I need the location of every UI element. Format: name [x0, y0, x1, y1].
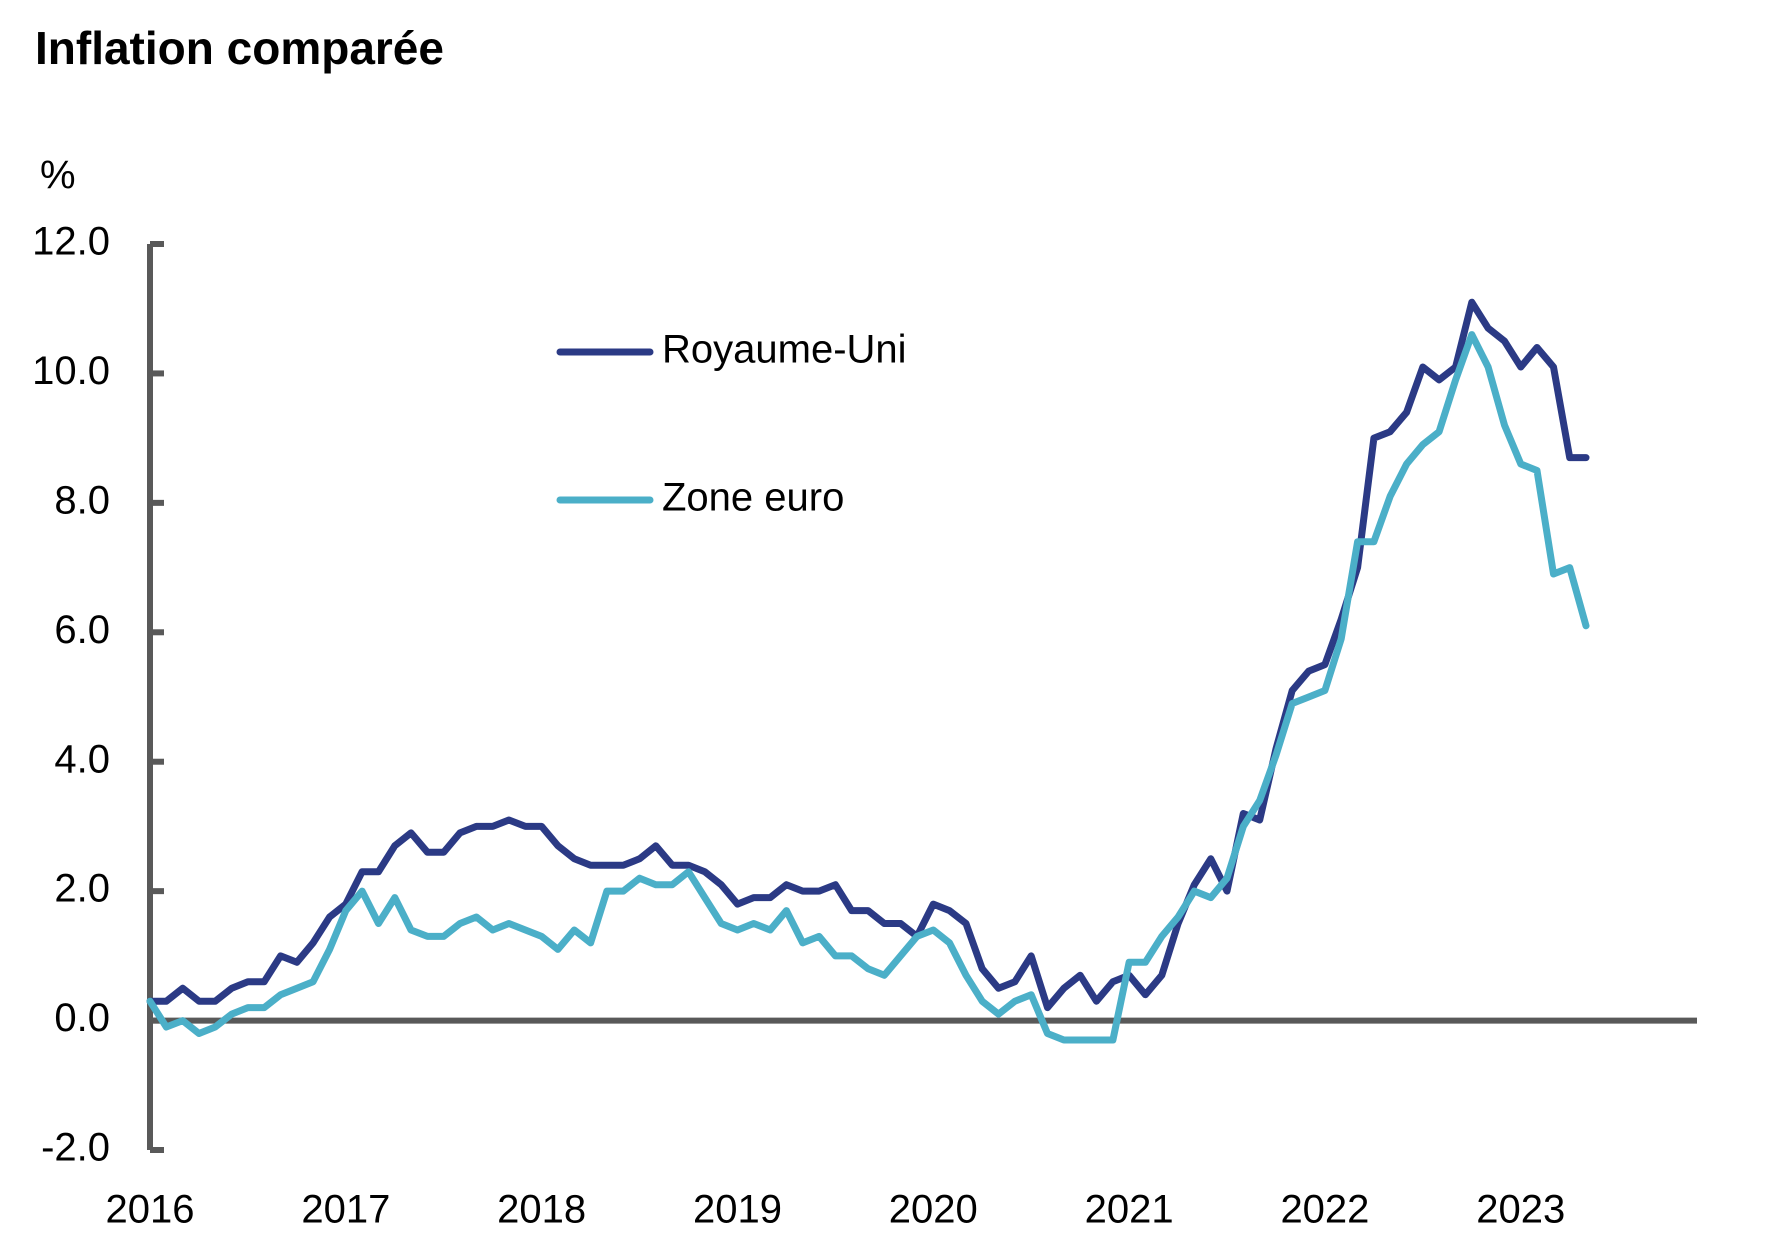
- x-tick-label: 2022: [1280, 1188, 1369, 1232]
- legend-label: Royaume-Uni: [662, 328, 907, 372]
- x-tick-label: 2020: [889, 1188, 978, 1232]
- y-axis-label: %: [40, 154, 76, 198]
- x-tick-label: 2018: [497, 1188, 586, 1232]
- x-tick-label: 2019: [693, 1188, 782, 1232]
- y-tick-label: 8.0: [54, 478, 110, 522]
- x-tick-label: 2023: [1476, 1188, 1565, 1232]
- chart-title: Inflation comparée: [35, 22, 444, 74]
- legend-label: Zone euro: [662, 476, 844, 520]
- y-tick-label: 2.0: [54, 867, 110, 911]
- x-tick-label: 2021: [1085, 1188, 1174, 1232]
- y-tick-label: 4.0: [54, 737, 110, 781]
- y-tick-label: 12.0: [32, 220, 110, 264]
- y-tick-label: 6.0: [54, 608, 110, 652]
- y-tick-label: 0.0: [54, 996, 110, 1040]
- x-tick-label: 2017: [301, 1188, 390, 1232]
- x-tick-label: 2016: [106, 1188, 195, 1232]
- y-tick-label: 10.0: [32, 349, 110, 393]
- series-line: [146, 331, 1590, 1044]
- y-tick-label: -2.0: [41, 1126, 110, 1170]
